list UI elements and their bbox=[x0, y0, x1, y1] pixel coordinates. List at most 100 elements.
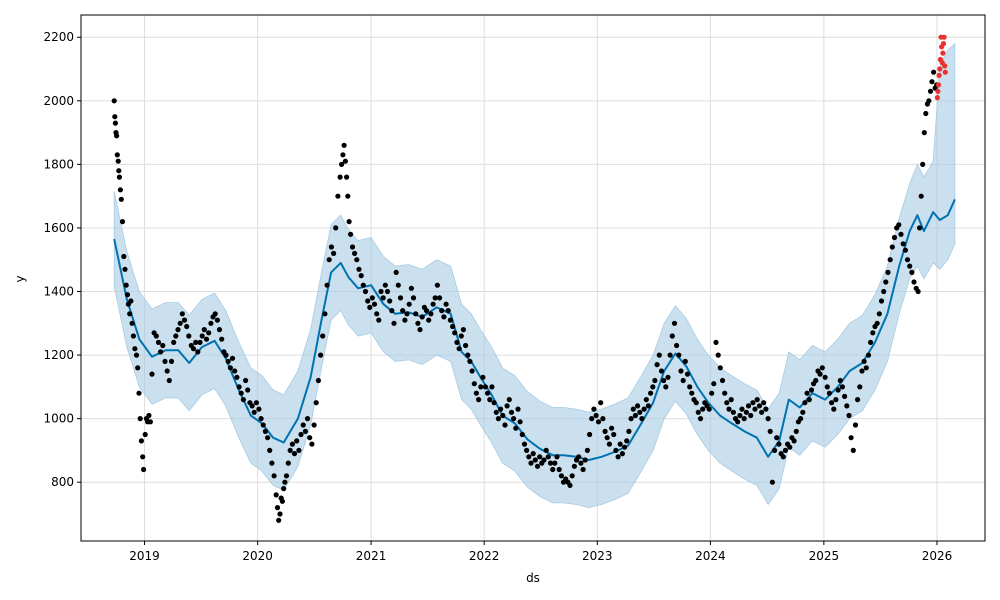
observed-point bbox=[274, 505, 281, 511]
observed-point bbox=[604, 435, 610, 441]
observed-point bbox=[404, 311, 410, 317]
observed-point bbox=[324, 282, 330, 288]
observed-point bbox=[443, 301, 449, 307]
y-axis-ticks: 800 1000 1200 1400 1600 1800 2000 2200 bbox=[43, 30, 81, 489]
observed-point bbox=[190, 346, 197, 352]
observed-point bbox=[447, 317, 453, 323]
observed-point bbox=[155, 339, 162, 345]
observed-point bbox=[589, 416, 595, 422]
observed-point bbox=[678, 368, 684, 374]
observed-point bbox=[609, 425, 615, 431]
observed-point bbox=[745, 403, 752, 409]
observed-point bbox=[140, 454, 146, 460]
observed-point bbox=[844, 403, 850, 409]
observed-point bbox=[669, 333, 675, 339]
observed-point bbox=[251, 409, 257, 415]
observed-point bbox=[711, 381, 717, 387]
observed-point bbox=[378, 288, 384, 295]
observed-point bbox=[831, 406, 837, 412]
observed-point bbox=[661, 377, 667, 384]
observed-point bbox=[181, 317, 188, 323]
observed-point bbox=[417, 327, 423, 333]
observed-point bbox=[587, 431, 593, 438]
actual-future-point bbox=[935, 82, 942, 88]
observed-point bbox=[391, 320, 397, 326]
observed-point bbox=[617, 441, 623, 447]
observed-point bbox=[271, 473, 277, 479]
observed-point bbox=[752, 406, 758, 412]
observed-point bbox=[309, 441, 315, 447]
observed-point bbox=[122, 266, 128, 272]
observed-point bbox=[168, 358, 175, 364]
actual-future-point bbox=[937, 66, 943, 72]
x-axis-ticks: 2019 2020 2021 2022 2023 2024 2025 2026 bbox=[129, 541, 952, 563]
observed-point bbox=[593, 412, 599, 419]
observed-point bbox=[715, 352, 721, 358]
observed-point bbox=[806, 397, 812, 403]
observed-point bbox=[624, 438, 630, 444]
observed-point bbox=[863, 365, 869, 371]
observed-point bbox=[124, 292, 131, 298]
observed-point bbox=[571, 463, 578, 469]
observed-point bbox=[358, 273, 364, 279]
observed-point bbox=[342, 158, 348, 164]
observed-point bbox=[543, 447, 549, 453]
observed-point bbox=[162, 358, 168, 364]
observed-point bbox=[689, 390, 695, 396]
observed-point bbox=[519, 431, 525, 438]
observed-point bbox=[598, 400, 604, 406]
actual-future-point bbox=[941, 34, 947, 40]
observed-point bbox=[635, 403, 641, 409]
observed-point bbox=[463, 342, 469, 349]
observed-point bbox=[802, 400, 808, 406]
observed-point bbox=[800, 409, 806, 415]
observed-point bbox=[798, 416, 804, 422]
observed-point bbox=[904, 257, 911, 263]
observed-point bbox=[437, 295, 443, 301]
observed-point bbox=[576, 454, 582, 460]
observed-point bbox=[117, 187, 123, 193]
observed-point bbox=[927, 88, 934, 94]
observed-point bbox=[819, 365, 825, 371]
observed-point bbox=[630, 406, 636, 412]
observed-point bbox=[346, 219, 352, 225]
observed-point bbox=[489, 384, 495, 390]
observed-point bbox=[896, 222, 902, 228]
observed-point bbox=[835, 387, 841, 393]
observed-point bbox=[478, 384, 484, 390]
observed-point bbox=[833, 397, 839, 403]
observed-point bbox=[791, 438, 797, 444]
observed-point bbox=[850, 447, 856, 453]
observed-point bbox=[709, 390, 715, 396]
observed-point bbox=[857, 384, 863, 390]
observed-point bbox=[166, 377, 172, 384]
observed-point bbox=[147, 419, 153, 425]
observed-point bbox=[615, 454, 621, 460]
x-tick-label: 2022 bbox=[469, 549, 500, 563]
observed-point bbox=[730, 409, 737, 415]
observed-point bbox=[307, 435, 313, 441]
observed-point bbox=[859, 368, 865, 374]
observed-point bbox=[135, 365, 141, 371]
observed-point bbox=[648, 390, 654, 396]
observed-point bbox=[432, 295, 438, 301]
observed-point bbox=[759, 409, 765, 415]
observed-point bbox=[208, 320, 214, 326]
observed-point bbox=[865, 352, 872, 358]
observed-point bbox=[767, 428, 773, 434]
observed-point bbox=[146, 412, 152, 419]
observed-point bbox=[584, 447, 591, 453]
observed-point bbox=[121, 253, 127, 260]
observed-point bbox=[765, 416, 771, 422]
observed-point bbox=[216, 327, 223, 333]
observed-point bbox=[739, 406, 745, 412]
observed-point bbox=[322, 311, 328, 317]
observed-point bbox=[717, 365, 723, 371]
y-axis-label: y bbox=[13, 275, 27, 282]
observed-point bbox=[671, 320, 678, 326]
observed-point bbox=[341, 142, 347, 148]
observed-point bbox=[567, 482, 573, 488]
observed-point bbox=[382, 282, 388, 288]
observed-point bbox=[225, 358, 231, 364]
observed-point bbox=[415, 320, 421, 326]
